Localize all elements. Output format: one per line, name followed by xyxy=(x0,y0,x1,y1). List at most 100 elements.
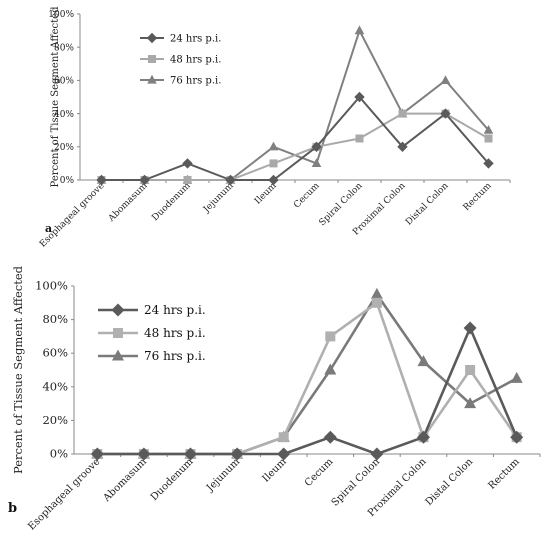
data-point xyxy=(417,430,430,444)
legend-label: 48 hrs p.i. xyxy=(144,326,206,340)
panel-label: b xyxy=(8,501,17,516)
legend-marker xyxy=(112,349,124,361)
data-point xyxy=(484,134,493,143)
data-point xyxy=(182,158,193,169)
data-point xyxy=(370,447,384,461)
series-line xyxy=(97,326,518,456)
x-tick-label: Distal Colon xyxy=(404,181,451,228)
data-point xyxy=(90,447,104,461)
x-tick-label: Duodenum xyxy=(149,456,196,503)
x-tick-label: Ileum xyxy=(253,181,279,207)
data-point xyxy=(354,91,365,103)
data-point xyxy=(268,174,279,186)
data-point xyxy=(225,174,236,186)
data-point xyxy=(398,109,407,118)
y-tick-label: 20% xyxy=(42,413,68,427)
data-point xyxy=(510,371,523,383)
x-tick-label: Abomasum xyxy=(106,181,150,225)
data-point xyxy=(323,430,337,444)
series-48-hrs-p-i- xyxy=(97,109,493,184)
x-tick-label: Distal Colon xyxy=(424,456,476,508)
data-point xyxy=(510,430,524,444)
x-tick-label: Cecum xyxy=(303,456,336,489)
series-line xyxy=(101,96,490,181)
data-point xyxy=(354,25,365,35)
data-point xyxy=(370,287,383,299)
data-point xyxy=(397,141,408,152)
data-point xyxy=(269,159,278,168)
x-tick-label: Rectum xyxy=(462,181,494,213)
data-point xyxy=(483,158,494,169)
data-point xyxy=(440,75,451,84)
data-point xyxy=(96,174,107,186)
legend-marker xyxy=(111,303,125,317)
series-line xyxy=(101,29,490,181)
legend-marker xyxy=(113,328,123,338)
series-24-hrs-p-i- xyxy=(90,321,524,461)
legend-marker xyxy=(146,32,158,44)
y-tick-label: 60% xyxy=(54,77,74,87)
legend: 24 hrs p.i. 48 hrs p.i. 76 hrs p.i. xyxy=(140,32,221,87)
y-tick-label: 0% xyxy=(50,447,68,461)
data-point xyxy=(183,176,192,184)
x-tick-label: Abomasum xyxy=(101,456,150,505)
series-48-hrs-p-i- xyxy=(92,297,522,459)
y-tick-label: 80% xyxy=(54,43,74,53)
data-point xyxy=(311,141,322,152)
legend-label: 24 hrs p.i. xyxy=(170,34,221,45)
series-line xyxy=(97,293,518,456)
x-tick-label: Esophageal groove xyxy=(26,456,102,532)
data-point xyxy=(230,447,244,461)
x-tick-label: Ileum xyxy=(261,456,290,485)
x-tick-label: Spiral Colon xyxy=(318,181,365,228)
x-tick-label: Rectum xyxy=(486,456,522,492)
data-point xyxy=(278,432,289,443)
y-axis-label: Percent of Tissue Segment Affected xyxy=(50,6,61,188)
y-tick-label: 60% xyxy=(42,346,68,360)
legend-label: 76 hrs p.i. xyxy=(170,76,221,87)
data-point xyxy=(184,447,197,461)
legend-marker xyxy=(147,74,157,84)
data-point xyxy=(465,365,476,375)
data-point xyxy=(139,174,150,186)
y-tick-label: 20% xyxy=(54,143,74,153)
series-24-hrs-p-i- xyxy=(96,91,494,186)
data-point xyxy=(355,134,364,143)
x-tick-label: Cecum xyxy=(292,181,322,211)
data-point xyxy=(371,297,382,308)
data-point xyxy=(417,355,430,367)
data-point xyxy=(137,447,151,461)
chart-panel-a: 0% 20% 40% 60% 80% 100% Esophageal groove Aboma… xyxy=(38,6,511,250)
legend-label: 24 hrs p.i. xyxy=(144,303,206,317)
y-tick-label: 100% xyxy=(48,10,74,20)
data-point xyxy=(311,158,322,167)
y-tick-label: 80% xyxy=(42,312,68,326)
legend: 24 hrs p.i. 48 hrs p.i. 76 hrs p.i. xyxy=(98,303,206,363)
data-point xyxy=(268,141,279,151)
legend-label: 76 hrs p.i. xyxy=(144,349,206,363)
x-tick-label: Jejunum xyxy=(204,456,242,494)
x-tick-label: Jejunum xyxy=(201,181,236,216)
data-point xyxy=(483,125,494,134)
y-tick-label: 0% xyxy=(60,176,75,186)
panel-label: a xyxy=(45,222,52,235)
x-tick-label: Esophageal groove xyxy=(38,181,107,250)
series-76-hrs-p-i- xyxy=(96,25,494,184)
y-tick-label: 100% xyxy=(35,279,68,293)
data-point xyxy=(277,447,291,461)
y-tick-label: 40% xyxy=(54,110,74,120)
y-tick-label: 40% xyxy=(42,379,68,393)
series-line xyxy=(101,112,490,181)
chart-panel-b: 0% 20% 40% 60% 80% 100% Esophageal groove Aboma… xyxy=(8,265,541,533)
x-tick-label: Duodenum xyxy=(150,181,193,224)
data-point xyxy=(325,331,336,342)
data-point xyxy=(463,321,477,335)
legend-label: 48 hrs p.i. xyxy=(170,55,221,66)
data-point xyxy=(324,363,337,375)
data-point xyxy=(440,108,451,119)
data-point xyxy=(464,397,477,409)
y-axis-label: Percent of Tissue Segment Affected xyxy=(11,265,25,474)
legend-marker xyxy=(148,55,156,63)
x-tick-label: Spiral Colon xyxy=(330,456,383,509)
